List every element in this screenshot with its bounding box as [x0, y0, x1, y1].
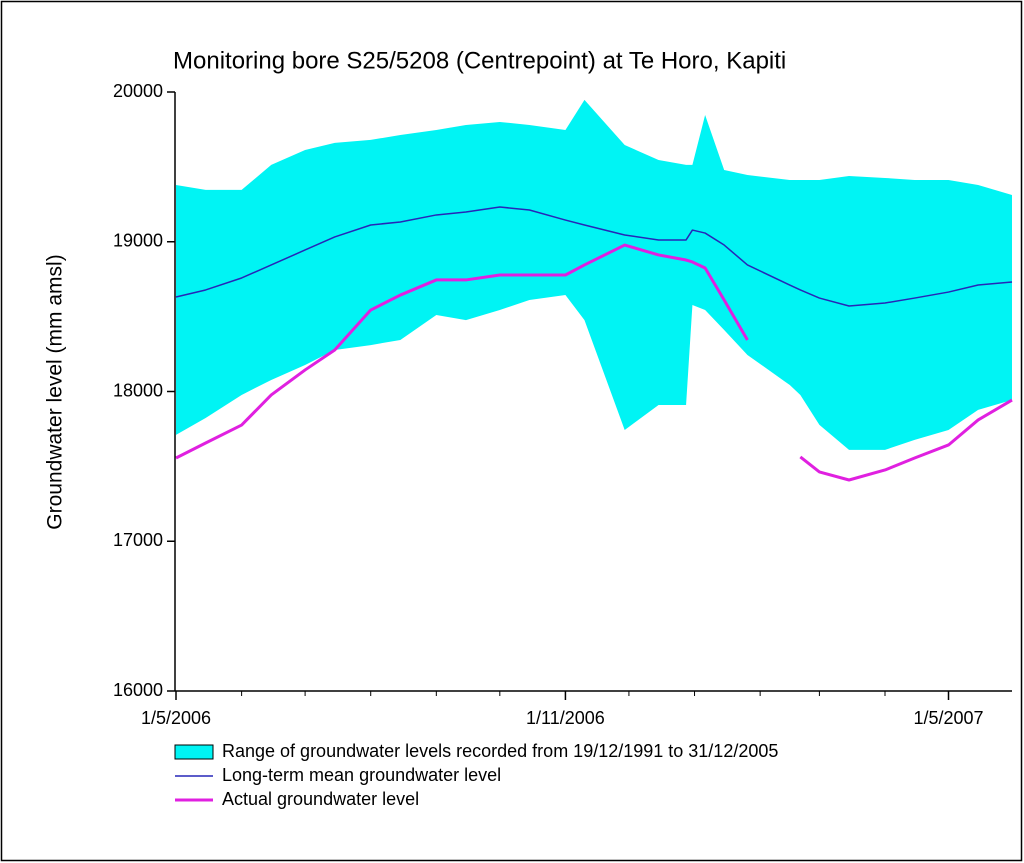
- legend-label: Long-term mean groundwater level: [222, 765, 501, 785]
- chart-title: Monitoring bore S25/5208 (Centrepoint) a…: [173, 47, 786, 74]
- y-tick-label: 17000: [113, 530, 163, 550]
- legend-label: Range of groundwater levels recorded fro…: [222, 741, 778, 761]
- legend-label: Actual groundwater level: [222, 789, 419, 809]
- y-axis-label: Groundwater level (mm amsl): [44, 254, 67, 529]
- series-line: [175, 243, 1013, 482]
- y-tick-label: 16000: [113, 680, 163, 700]
- series-line: [175, 206, 1013, 307]
- range-band: [176, 99, 1012, 450]
- y-tick-label: 19000: [113, 231, 163, 251]
- legend-swatch: [174, 744, 214, 760]
- x-tick-label: 1/11/2006: [526, 708, 605, 728]
- y-tick-label: 18000: [113, 380, 163, 400]
- y-tick-label: 20000: [113, 81, 163, 101]
- x-tick-label: 1/5/2007: [913, 708, 983, 728]
- x-tick-label: 1/5/2006: [141, 708, 211, 728]
